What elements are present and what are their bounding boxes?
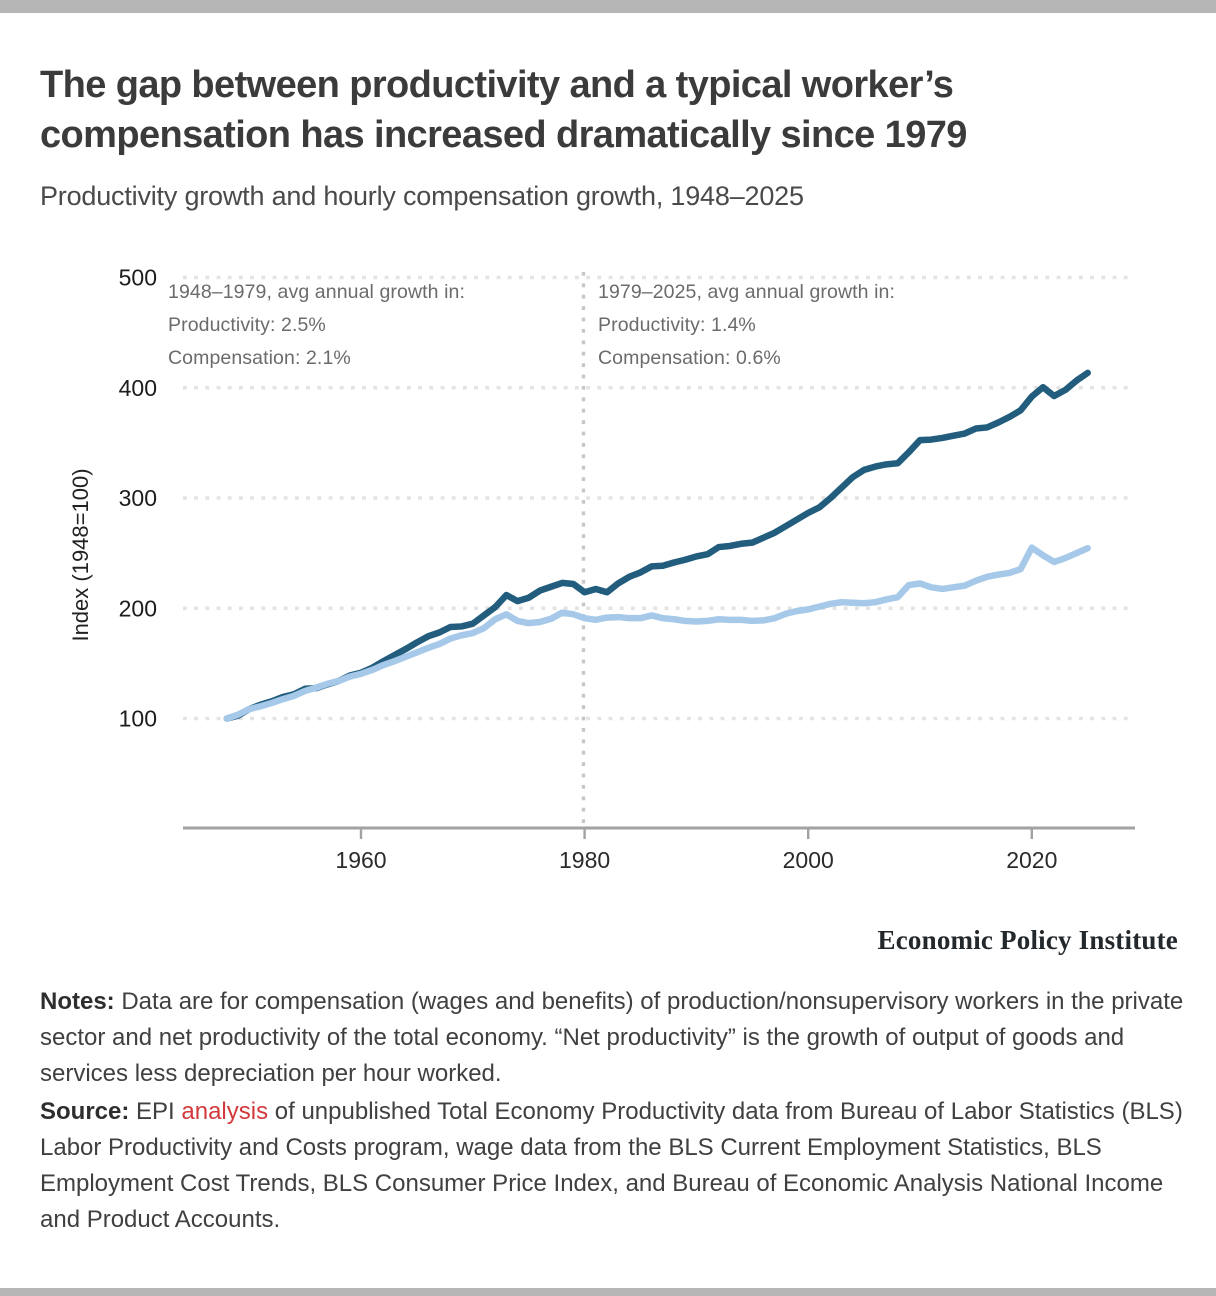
analysis-link[interactable]: analysis [181, 1098, 269, 1125]
source-post-link: of unpublished Total Economy Productivit… [40, 1098, 1183, 1233]
source-pre-link: EPI [129, 1098, 182, 1125]
x-tick-label: 1960 [335, 847, 386, 873]
annotation-right-heading: 1979–2025, avg annual growth in: [598, 281, 896, 303]
x-tick-label: 1980 [559, 847, 610, 873]
bottom-gray-bar [0, 1288, 1216, 1296]
annotation-right-compensation: Compensation: 0.6% [598, 347, 781, 369]
page-title: The gap between productivity and a typic… [40, 60, 1200, 160]
annotation-1948-1979: 1948–1979, avg annual growth in: Product… [168, 276, 465, 375]
source-label: Source: [40, 1098, 130, 1125]
annotation-left-compensation: Compensation: 2.1% [168, 347, 351, 369]
epi-logo: Economic Policy Institute [877, 925, 1178, 955]
annotation-left-productivity: Productivity: 2.5% [168, 314, 326, 336]
page-title-line1: The gap between productivity and a typic… [40, 64, 954, 106]
series-hourly-compensation [223, 544, 1091, 722]
annotation-1979-2025: 1979–2025, avg annual growth in: Product… [598, 276, 895, 375]
page-subtitle: Productivity growth and hourly compensat… [40, 181, 804, 211]
x-tick-label: 2000 [783, 847, 834, 873]
source-paragraph: Source: EPI analysis of unpublished Tota… [40, 1094, 1188, 1238]
notes-paragraph: Notes: Data are for compensation (wages … [40, 984, 1188, 1092]
chart-canvas: 100 200 300 400 500 1960 1980 2000 2020 Index (19… [68, 265, 1135, 873]
y-tick-label: 500 [119, 265, 157, 291]
y-tick-label: 200 [119, 595, 157, 621]
y-axis-title: Index (1948=100) [68, 468, 93, 641]
x-tick-label: 2020 [1006, 847, 1057, 873]
y-tick-label: 300 [119, 485, 157, 511]
page-title-line2: compensation has increased dramatically … [40, 114, 967, 156]
y-tick-label: 400 [119, 375, 157, 401]
notes-label: Notes: [40, 988, 115, 1015]
y-tick-label: 100 [119, 706, 157, 732]
annotation-right-productivity: Productivity: 1.4% [598, 314, 756, 336]
annotation-left-heading: 1948–1979, avg annual growth in: [168, 281, 466, 303]
series-net-productivity [223, 369, 1091, 722]
top-gray-bar [0, 0, 1216, 13]
notes-text: Data are for compensation (wages and ben… [40, 988, 1184, 1087]
